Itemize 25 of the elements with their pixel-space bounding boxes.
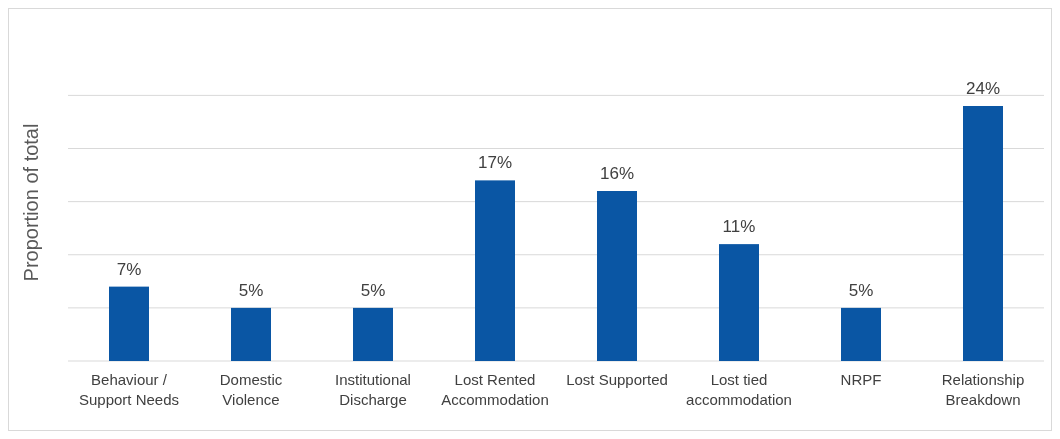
data-label: 24% (965, 79, 1001, 98)
x-tick-label: Relationship Breakdown (941, 371, 1025, 408)
bar (597, 191, 637, 361)
data-label: 16% (599, 164, 635, 183)
data-label: 5% (848, 280, 874, 300)
data-label: 5% (238, 280, 264, 300)
bar (109, 286, 149, 361)
bar (231, 307, 271, 361)
x-tick-label: Behaviour / Support Needs (78, 371, 180, 408)
x-tick-label: Institutional Discharge (335, 371, 411, 408)
x-tick-label: NRPF (840, 371, 882, 388)
y-axis-title: Proportion of total (20, 123, 42, 282)
bar (841, 307, 881, 361)
data-label: 7% (116, 259, 142, 279)
x-tick-label: Lost Rented Accommodation (441, 371, 549, 408)
bar (353, 307, 393, 361)
data-label: 5% (360, 280, 386, 300)
data-label: 11% (722, 217, 756, 237)
bar (963, 106, 1003, 361)
data-label: 17% (477, 153, 513, 173)
x-tick-label: Lost tied accommodation (686, 371, 792, 408)
bar (719, 244, 759, 361)
x-tick-label: Domestic Violence (219, 371, 283, 408)
x-tick-label: Lost Supported (566, 371, 668, 388)
bar (475, 180, 515, 361)
